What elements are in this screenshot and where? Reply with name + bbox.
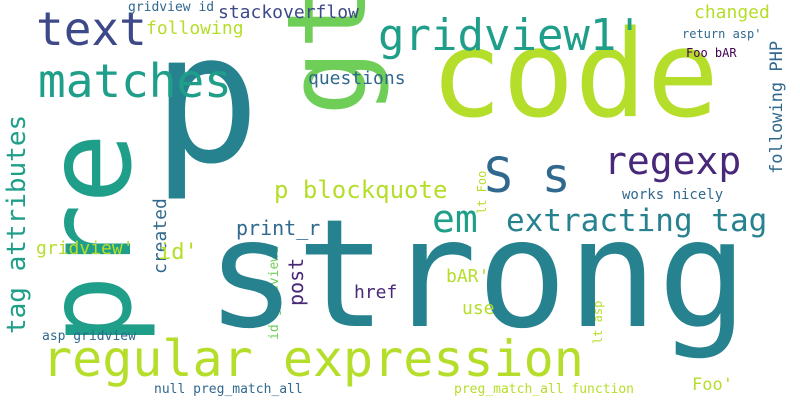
word-gridview-q: gridview' <box>36 238 134 259</box>
word-text: text <box>36 2 147 56</box>
word-href: href <box>354 282 398 303</box>
word-regular-expression: regular expression <box>42 330 584 388</box>
word-print-r: print_r <box>236 216 321 240</box>
word-questions: questions <box>308 68 406 89</box>
word-foo-q: Foo' <box>692 375 733 395</box>
word-id-q: id' <box>158 240 198 265</box>
word-matches: matches <box>38 54 232 108</box>
word-bar-q: bAR' <box>446 266 490 287</box>
word-following: following <box>146 18 244 39</box>
word-code: code <box>430 6 719 145</box>
word-regexp: regexp <box>604 139 742 183</box>
word-tag-attributes: tag attributes <box>2 114 32 334</box>
word-use: use <box>462 298 495 319</box>
word-return-asp: return asp' <box>682 27 762 41</box>
word-extracting-tag: extracting tag <box>506 203 768 239</box>
word-asp-gridview: asp gridview <box>42 329 136 344</box>
word-s-s: S s <box>484 148 571 204</box>
word-preg-match-all-function: preg_match_all function <box>454 382 635 397</box>
word-changed: changed <box>694 2 770 23</box>
word-p-blockquote: p blockquote <box>274 176 448 204</box>
word-em: em <box>432 197 478 241</box>
word-gridview1-q: gridview1' <box>378 10 643 61</box>
word-foo-bar: Foo bAR <box>686 46 737 60</box>
word-works-nicely: works nicely <box>622 187 724 203</box>
word-gridview-id: gridview id <box>128 0 215 15</box>
word-strong: strong <box>206 188 748 362</box>
word-following-php: following PHP <box>767 40 787 174</box>
word-p: p <box>152 0 261 204</box>
word-null-preg-match-all: null preg_match_all <box>154 382 303 397</box>
word-stackoverflow: stackoverflow <box>218 2 359 23</box>
